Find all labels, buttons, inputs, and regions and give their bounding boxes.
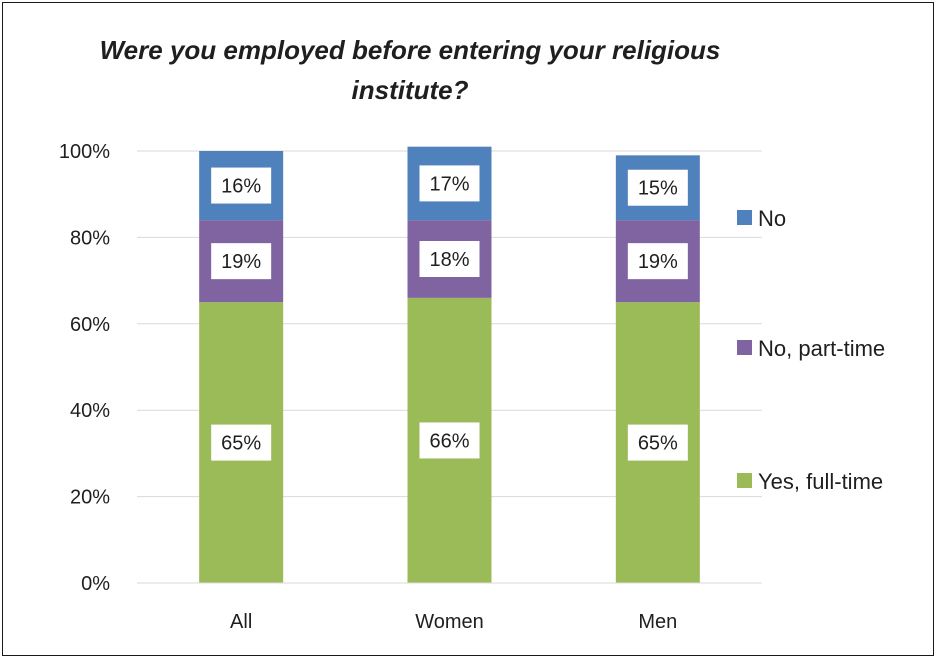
data-label: 18% <box>429 249 469 271</box>
data-label-box <box>419 422 480 459</box>
x-tick-label: All <box>230 611 252 633</box>
y-tick-label: 80% <box>70 227 110 249</box>
legend-swatch-no <box>737 210 752 225</box>
data-label-box <box>627 424 688 461</box>
data-label-box <box>211 243 272 280</box>
y-tick-label: 100% <box>59 141 110 163</box>
data-label-box <box>419 241 480 277</box>
x-tick-label: Men <box>638 611 677 633</box>
legend-swatch-no-part-time <box>737 340 752 355</box>
y-tick-label: 40% <box>70 400 110 422</box>
data-label: 15% <box>638 178 678 200</box>
data-label: 65% <box>221 433 261 455</box>
data-label: 19% <box>221 251 261 273</box>
data-label-box <box>211 424 272 461</box>
legend-label-no-part-time: No, part-time <box>758 336 885 361</box>
y-tick-label: 60% <box>70 314 110 336</box>
x-tick-label: Women <box>415 611 484 633</box>
data-label-box <box>419 165 480 202</box>
data-label: 19% <box>638 251 678 273</box>
data-label: 17% <box>429 173 469 195</box>
legend-swatch-yes-full-time <box>737 473 752 488</box>
legend-label-no: No <box>758 206 786 231</box>
data-label-box <box>627 169 688 206</box>
data-label: 16% <box>221 176 261 198</box>
y-tick-label: 0% <box>81 573 110 595</box>
chart-title: Were you employed before entering your r… <box>99 35 721 105</box>
data-label-box <box>627 243 688 280</box>
data-label: 66% <box>429 430 469 452</box>
legend-label-yes-full-time: Yes, full-time <box>758 469 883 494</box>
data-label-box <box>211 167 272 204</box>
data-label: 65% <box>638 433 678 455</box>
y-tick-label: 20% <box>70 487 110 509</box>
